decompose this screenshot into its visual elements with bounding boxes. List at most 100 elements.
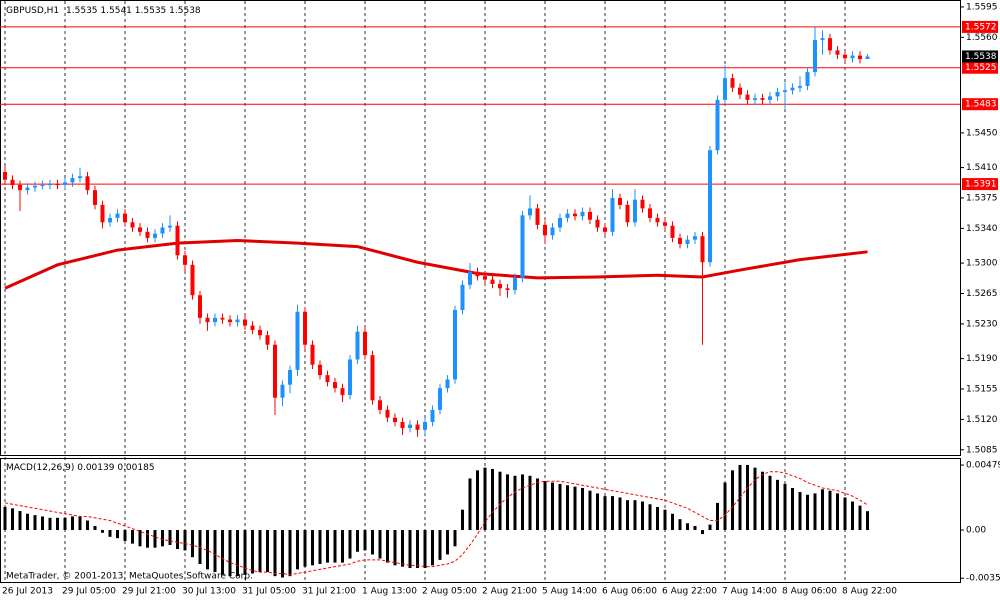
candle-body	[295, 311, 300, 370]
macd-bar	[138, 530, 142, 547]
candle-body	[865, 56, 870, 60]
candle-body	[265, 335, 270, 345]
macd-bar	[521, 474, 524, 531]
macd-bar	[303, 530, 307, 567]
candle-body	[288, 369, 292, 385]
macd-bar	[431, 530, 434, 566]
level-label: 1.5483	[965, 100, 997, 110]
macd-bar	[273, 530, 277, 577]
y-tick-label: 1.5155	[966, 385, 998, 395]
macd-bar	[753, 467, 757, 531]
macd-bar	[716, 502, 719, 531]
candle-body	[445, 379, 450, 389]
x-tick-label: 29 Jul 21:00	[122, 587, 176, 597]
candle-body	[48, 184, 52, 186]
macd-bar	[768, 475, 772, 531]
macd-bar	[813, 493, 817, 531]
candle-body	[550, 227, 555, 236]
macd-bar	[78, 516, 82, 531]
macd-bar	[281, 530, 284, 578]
candle-body	[483, 276, 487, 280]
macd-bar	[153, 530, 157, 548]
macd-bar	[333, 530, 337, 563]
bid-label-box	[962, 50, 998, 63]
candle-body	[805, 72, 810, 86]
candle-body	[205, 317, 210, 323]
macd-bar	[581, 487, 584, 531]
candle-body	[535, 208, 540, 225]
candle-body	[430, 409, 435, 423]
macd-bar	[71, 516, 74, 531]
candle-body	[753, 98, 757, 100]
y-tick-label: -0.00355	[966, 574, 1000, 584]
candle-body	[168, 225, 172, 228]
level-label: 1.5391	[965, 180, 997, 190]
candle-body	[40, 184, 45, 186]
candle-body	[843, 54, 847, 59]
macd-bar	[408, 530, 412, 569]
candle-body	[348, 359, 352, 396]
macd-bar	[536, 478, 539, 531]
macd-bar	[798, 492, 802, 531]
candle-body	[520, 215, 525, 278]
macd-bar	[311, 530, 314, 566]
candle-body	[610, 197, 615, 232]
y-tick-label: 1.5375	[966, 193, 998, 203]
macd-bar	[26, 513, 29, 531]
macd-bar	[686, 523, 689, 531]
last-close: 1.5538	[169, 6, 201, 16]
macd-bar	[266, 530, 269, 573]
candle-body	[78, 176, 82, 179]
macd-bar	[18, 511, 22, 531]
last-low: 1.5535	[135, 6, 167, 16]
candle-body	[93, 190, 97, 205]
candle-body	[250, 325, 255, 330]
candle-body	[475, 271, 480, 277]
macd-bar	[678, 519, 682, 531]
candle-body	[18, 184, 22, 191]
macd-bar	[423, 530, 427, 569]
x-tick-label: 26 Jul 2013	[2, 587, 53, 597]
macd-bar	[641, 501, 644, 531]
macd-bar	[528, 475, 532, 531]
macd-bar	[168, 530, 172, 545]
y-tick-label: 1.5230	[966, 319, 998, 329]
y-tick-label: 1.5120	[966, 415, 998, 425]
macd-bar	[183, 530, 187, 551]
candle-body	[318, 364, 322, 376]
macd-bar	[656, 506, 659, 531]
x-tick-label: 6 Aug 06:00	[602, 587, 657, 597]
candle-body	[603, 227, 607, 232]
macd-bar	[386, 530, 389, 563]
candle-body	[648, 208, 652, 218]
candle-body	[303, 311, 307, 345]
candle-body	[10, 179, 15, 185]
candle-body	[835, 50, 840, 55]
candle-body	[858, 55, 862, 60]
level-label-box	[962, 20, 998, 33]
macd-bar	[356, 530, 359, 552]
candle-body	[768, 96, 772, 100]
candle-body	[153, 233, 157, 238]
candle-body	[183, 255, 187, 265]
macd-bar	[116, 530, 119, 539]
macd-bar	[48, 517, 52, 531]
candle-body	[573, 213, 577, 217]
candle-body	[670, 225, 675, 238]
macd-bar	[551, 482, 554, 531]
candle-body	[775, 92, 780, 97]
candle-body	[453, 309, 457, 380]
x-tick-label: 29 Jul 05:00	[62, 587, 116, 597]
last-high: 1.5541	[100, 6, 132, 16]
macd-bar	[821, 489, 824, 531]
macd-bar	[671, 513, 674, 531]
candle-body	[70, 178, 75, 183]
macd-bar	[626, 500, 629, 531]
candle-body	[490, 279, 495, 284]
candle-body	[723, 78, 727, 100]
macd-bar	[648, 504, 652, 531]
candle-body	[468, 271, 472, 285]
level-label: 1.5525	[965, 63, 997, 73]
candle-body	[3, 171, 7, 180]
macd-bar	[858, 505, 862, 531]
